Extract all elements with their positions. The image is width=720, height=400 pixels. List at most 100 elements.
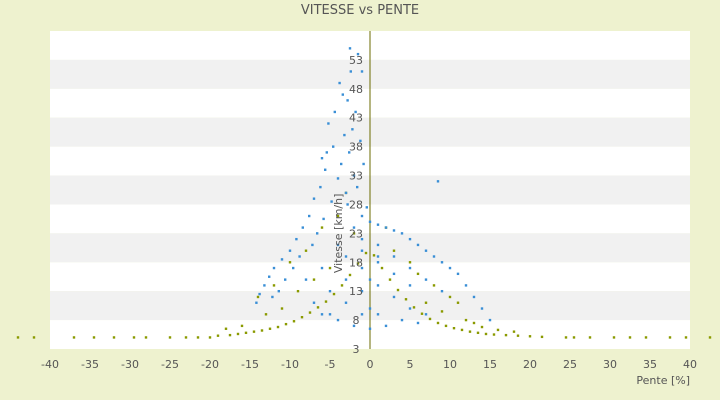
data-point [392, 249, 396, 252]
y-tick-label: 8 [353, 314, 360, 327]
data-point [424, 278, 428, 281]
data-point [396, 288, 400, 292]
data-point [668, 336, 672, 339]
data-point [472, 321, 476, 325]
data-point [432, 284, 436, 287]
data-point [356, 262, 360, 265]
data-point [468, 330, 472, 333]
data-point [424, 249, 428, 252]
x-tick-label: -10 [281, 358, 299, 371]
data-point [440, 261, 444, 264]
data-point [404, 298, 408, 301]
y-tick-label: 43 [349, 112, 363, 125]
data-point [376, 223, 380, 226]
data-point [412, 306, 416, 309]
data-point [392, 255, 396, 258]
data-point [420, 312, 424, 315]
data-point [277, 289, 280, 293]
data-point [376, 313, 380, 316]
chart-title: VITESSE vs PENTE [301, 3, 419, 18]
y-tick-label: 13 [349, 285, 363, 298]
data-point [392, 295, 396, 299]
data-point [316, 232, 319, 235]
data-point [368, 327, 372, 330]
data-point [340, 284, 344, 287]
data-point [376, 255, 380, 258]
data-point [348, 151, 351, 154]
data-point [272, 266, 276, 270]
data-point [512, 330, 516, 333]
data-point [376, 243, 380, 247]
data-point [456, 301, 460, 304]
data-point [424, 313, 428, 316]
data-point [252, 330, 256, 333]
data-point [328, 289, 332, 293]
data-point [504, 333, 508, 337]
x-tick-label: -35 [81, 358, 99, 371]
data-point [360, 70, 364, 73]
data-point [352, 226, 356, 229]
data-point [356, 185, 359, 189]
y-tick-label: 33 [349, 170, 363, 183]
data-point [236, 332, 240, 336]
y-tick-label: 53 [349, 54, 363, 67]
data-point [296, 289, 300, 293]
x-tick-labels: -40 -35 -30 -25 -20 -15 -10 -5 0 5 10 15 20 25 30 35 40 [41, 358, 697, 371]
data-point [684, 336, 688, 339]
data-point [360, 289, 364, 293]
data-point [132, 336, 136, 339]
x-axis-label: Pente [%] [636, 374, 690, 387]
data-point [612, 336, 616, 339]
data-point [316, 306, 320, 309]
data-point [240, 324, 244, 328]
data-point [295, 237, 298, 241]
data-point [480, 325, 484, 329]
x-tick-label: 5 [407, 358, 414, 371]
data-point [416, 321, 420, 325]
data-point [368, 278, 372, 281]
data-point [360, 237, 364, 241]
data-point [360, 249, 364, 252]
data-point [320, 157, 324, 160]
data-point [472, 295, 476, 299]
data-point [312, 301, 316, 304]
data-point [244, 331, 248, 335]
data-point [333, 110, 336, 114]
data-point [352, 324, 356, 328]
data-point [352, 232, 356, 235]
data-point [444, 324, 448, 328]
data-point [380, 266, 384, 270]
x-tick-label: -25 [161, 358, 179, 371]
data-point [368, 220, 372, 223]
x-tick-label: -30 [121, 358, 139, 371]
data-point [280, 307, 284, 310]
data-point [408, 307, 412, 310]
data-point [448, 295, 452, 299]
data-point [436, 321, 440, 325]
data-point [424, 301, 428, 304]
data-point [416, 243, 420, 247]
data-point [144, 336, 148, 339]
data-point [338, 81, 341, 85]
data-point [400, 232, 404, 235]
data-point [408, 284, 412, 287]
y-tick-label: 18 [349, 256, 363, 269]
data-point [184, 336, 188, 339]
data-point [365, 206, 368, 209]
data-point [349, 70, 352, 73]
data-point [224, 327, 228, 330]
data-point [255, 301, 258, 304]
data-point [304, 249, 308, 252]
data-point [351, 128, 354, 131]
x-tick-label: 10 [443, 358, 457, 371]
x-tick-label: 35 [643, 358, 657, 371]
data-point [354, 110, 357, 114]
data-point [322, 217, 325, 221]
x-tick-label: -15 [241, 358, 259, 371]
y-tick-label: 3 [353, 343, 360, 356]
data-point [360, 214, 364, 218]
data-point [284, 322, 288, 326]
data-point [112, 336, 116, 339]
